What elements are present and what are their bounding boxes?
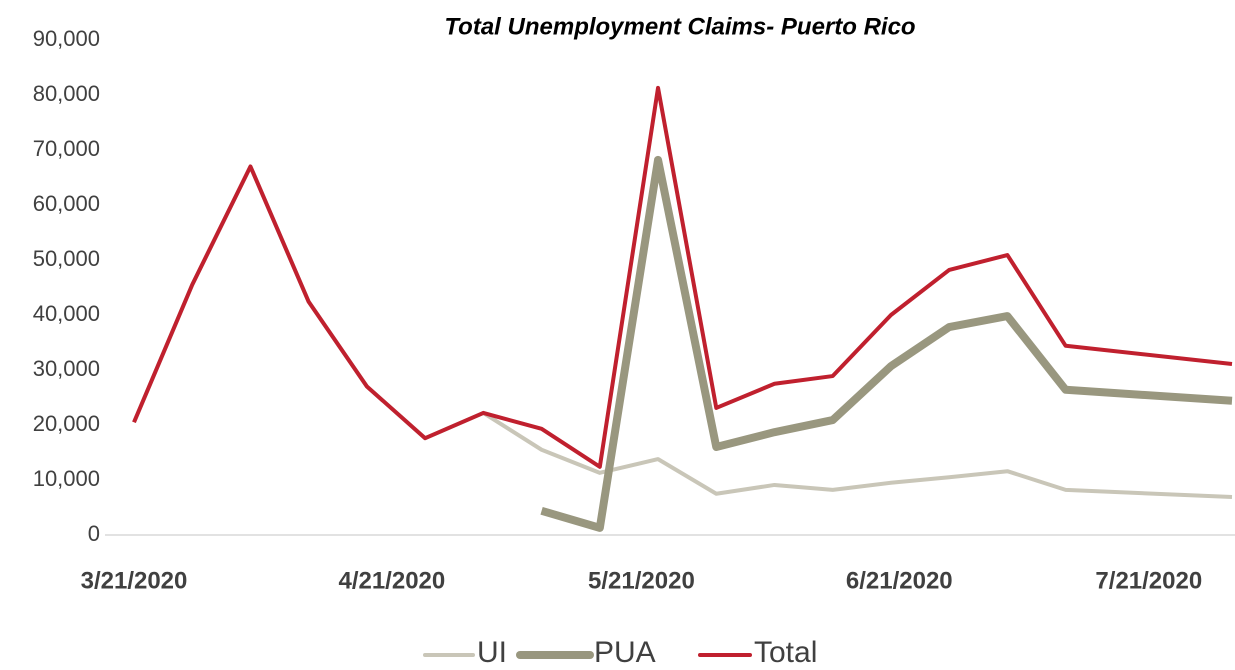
y-tick-label: 20,000 (33, 411, 100, 436)
y-tick-label: 80,000 (33, 81, 100, 106)
y-tick-label: 50,000 (33, 246, 100, 271)
y-tick-label: 40,000 (33, 301, 100, 326)
y-tick-label: 90,000 (33, 26, 100, 51)
y-tick-label: 10,000 (33, 466, 100, 491)
legend-label: Total (754, 636, 817, 669)
x-tick-label: 5/21/2020 (588, 567, 695, 594)
y-tick-label: 0 (88, 521, 100, 546)
y-tick-label: 60,000 (33, 191, 100, 216)
chart-title: Total Unemployment Claims- Puerto Rico (444, 13, 915, 40)
x-tick-label: 3/21/2020 (81, 567, 188, 594)
y-tick-label: 30,000 (33, 356, 100, 381)
series-line (132, 85, 1233, 469)
legend-label: PUA (594, 636, 656, 669)
x-tick-label: 7/21/2020 (1095, 567, 1202, 594)
series-line (540, 155, 1233, 532)
x-tick-label: 6/21/2020 (846, 567, 953, 594)
legend-label: UI (477, 636, 507, 669)
y-tick-label: 70,000 (33, 136, 100, 161)
x-tick-label: 4/21/2020 (338, 567, 445, 594)
